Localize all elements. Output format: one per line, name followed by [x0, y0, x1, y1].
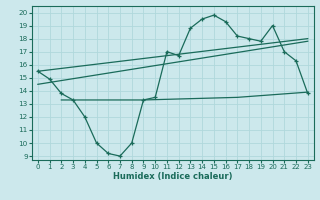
X-axis label: Humidex (Indice chaleur): Humidex (Indice chaleur) — [113, 172, 233, 181]
